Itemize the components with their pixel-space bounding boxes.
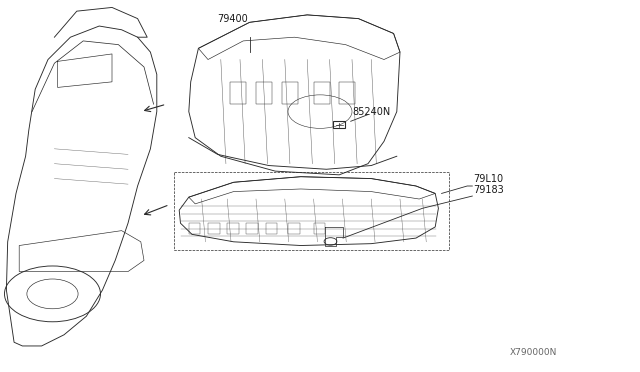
Text: 79183: 79183 — [474, 185, 504, 195]
Text: 79400: 79400 — [218, 14, 248, 24]
Text: 79L10: 79L10 — [474, 174, 504, 184]
Text: X790000N: X790000N — [509, 348, 557, 357]
Text: 85240N: 85240N — [352, 107, 390, 117]
